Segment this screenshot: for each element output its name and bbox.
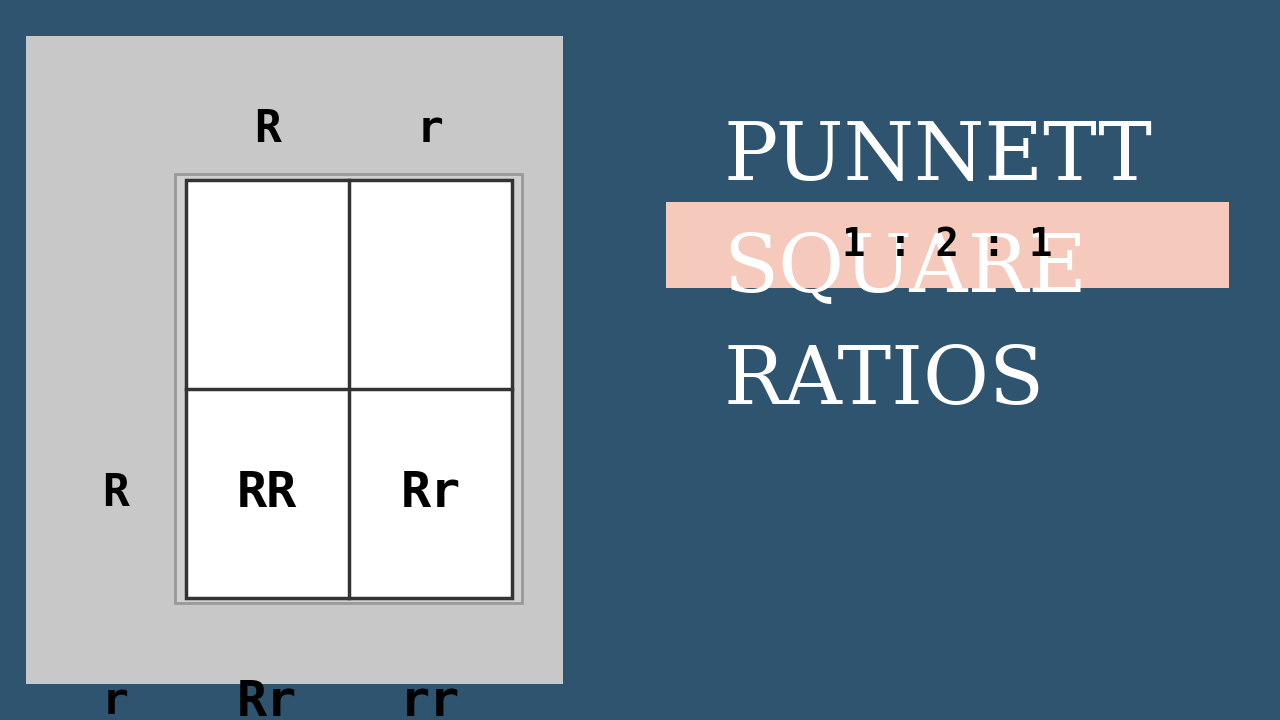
FancyBboxPatch shape	[26, 36, 563, 684]
FancyBboxPatch shape	[175, 174, 522, 603]
Text: r: r	[417, 108, 444, 151]
Text: SQUARE: SQUARE	[723, 231, 1087, 309]
FancyBboxPatch shape	[186, 180, 512, 598]
Text: 1 : 2 : 1: 1 : 2 : 1	[842, 226, 1052, 264]
FancyBboxPatch shape	[666, 202, 1229, 288]
Text: r: r	[102, 680, 128, 720]
Text: RR: RR	[237, 469, 297, 517]
Text: rr: rr	[401, 678, 461, 720]
Text: PUNNETT: PUNNETT	[723, 120, 1152, 197]
Text: Rr: Rr	[401, 469, 461, 517]
Text: RATIOS: RATIOS	[723, 343, 1044, 420]
Text: R: R	[253, 108, 280, 151]
Text: R: R	[102, 472, 128, 515]
Text: Rr: Rr	[237, 678, 297, 720]
